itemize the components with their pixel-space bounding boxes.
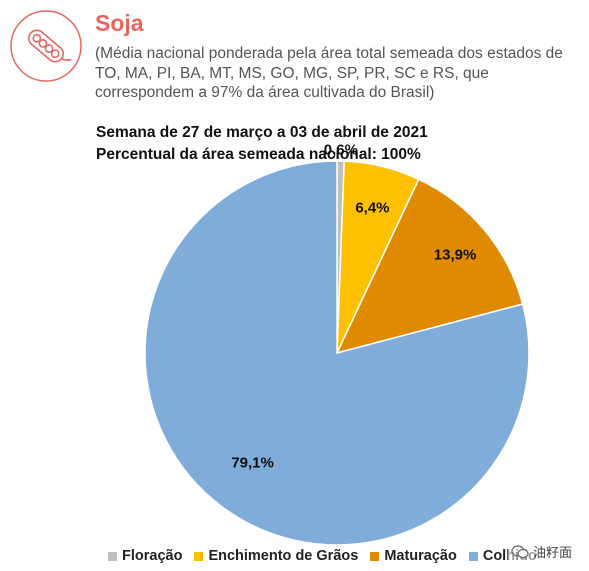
legend-label: Floração [122,548,183,564]
legend-swatch [370,551,380,561]
chart-title: Semana de 27 de março a 03 de abril de 2… [96,122,428,166]
legend-enchimento: Enchimento de Grãos [194,548,358,564]
label-floracao: 0,6% [324,142,358,159]
watermark: 油籽面 [507,542,575,561]
legend-maturacao: Maturação [370,548,457,564]
legend-floracao: Floração [108,548,182,564]
soybean-logo [8,8,84,84]
legend-swatch [108,551,117,561]
soybean-pod-icon [10,10,82,82]
label-colhido: 79,1% [231,454,274,471]
slice-maturacao [335,178,524,355]
watermark-text: 油籽面 [532,545,572,560]
label-enchimento: 6,4% [355,199,389,216]
legend-label: Maturação [384,548,457,564]
page-title: Soja [95,10,144,36]
page-subtitle: (Média nacional ponderada pela área tota… [95,45,563,101]
slice-colhido [144,160,530,546]
legend-swatch [468,551,478,561]
label-maturacao: 13,9% [434,247,477,264]
chart-title-line-1: Semana de 27 de março a 03 de abril de 2… [96,124,428,141]
chart-title-line-2: Percentual da área semeada nacional: 100… [96,146,421,163]
legend-label: Enchimento de Grãos [208,548,359,564]
legend-swatch [194,551,204,561]
wechat-icon [511,544,529,558]
